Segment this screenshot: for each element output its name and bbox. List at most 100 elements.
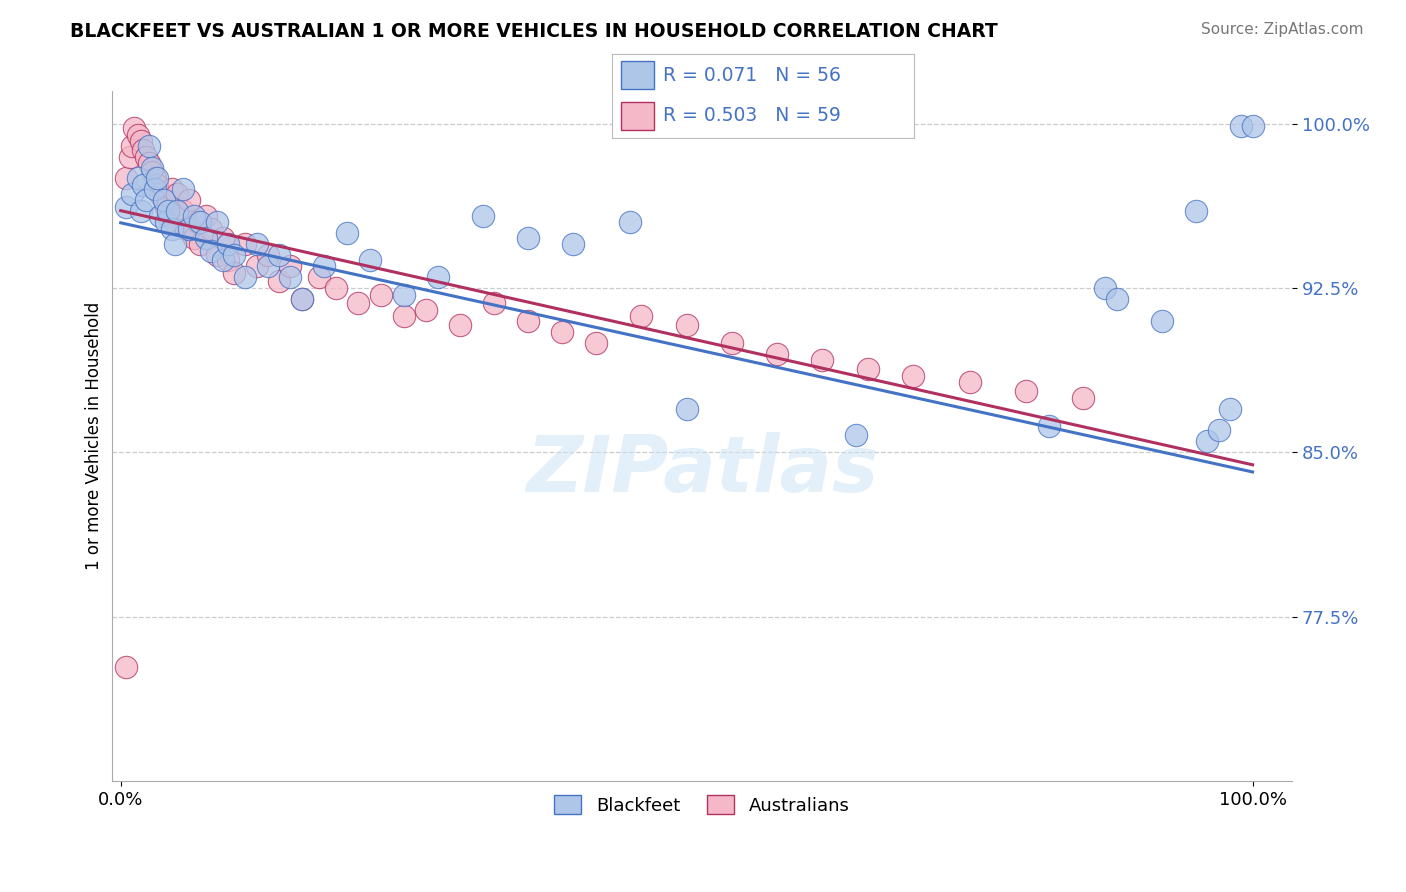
Point <box>359 252 381 267</box>
Point <box>122 121 145 136</box>
Point <box>188 237 211 252</box>
Point <box>138 138 160 153</box>
Point <box>471 209 494 223</box>
Point <box>217 237 239 252</box>
Point <box>280 259 302 273</box>
Point <box>1094 281 1116 295</box>
Bar <box>620 62 654 89</box>
Point <box>200 222 222 236</box>
Point <box>127 128 149 142</box>
Bar <box>620 102 654 130</box>
Point <box>166 186 188 201</box>
Point <box>269 248 291 262</box>
Point <box>630 310 652 324</box>
Point <box>562 237 585 252</box>
Point <box>1230 119 1253 133</box>
Point <box>280 270 302 285</box>
Point <box>222 266 245 280</box>
Point <box>517 314 540 328</box>
Point <box>115 200 138 214</box>
Point <box>1241 119 1264 133</box>
Text: BLACKFEET VS AUSTRALIAN 1 OR MORE VEHICLES IN HOUSEHOLD CORRELATION CHART: BLACKFEET VS AUSTRALIAN 1 OR MORE VEHICL… <box>70 22 998 41</box>
Point <box>135 150 157 164</box>
Point <box>132 178 155 192</box>
Point <box>152 194 174 208</box>
Point <box>392 310 415 324</box>
Point <box>233 270 256 285</box>
Point <box>1219 401 1241 416</box>
Point <box>187 215 209 229</box>
Point <box>132 143 155 157</box>
Point <box>183 209 205 223</box>
Point <box>308 270 330 285</box>
Point <box>149 209 172 223</box>
Legend: Blackfeet, Australians: Blackfeet, Australians <box>546 787 859 823</box>
Point <box>157 209 180 223</box>
Text: ZIPatlas: ZIPatlas <box>526 433 877 508</box>
Point <box>585 335 607 350</box>
Point <box>291 292 314 306</box>
Point <box>143 171 166 186</box>
Point <box>188 215 211 229</box>
Point <box>183 230 205 244</box>
Point <box>205 215 228 229</box>
Point <box>205 248 228 262</box>
Point <box>901 368 924 383</box>
Point <box>129 134 152 148</box>
Text: R = 0.503   N = 59: R = 0.503 N = 59 <box>664 106 841 125</box>
Point <box>256 248 278 262</box>
Point <box>135 194 157 208</box>
Text: R = 0.071   N = 56: R = 0.071 N = 56 <box>664 66 841 85</box>
Point <box>1105 292 1128 306</box>
Point <box>675 401 697 416</box>
Point <box>856 362 879 376</box>
Point <box>517 230 540 244</box>
Point <box>314 259 336 273</box>
Point <box>172 204 194 219</box>
Point <box>1150 314 1173 328</box>
Point <box>619 215 641 229</box>
Point <box>959 376 981 390</box>
Point <box>484 296 506 310</box>
Point <box>160 182 183 196</box>
Point <box>449 318 471 333</box>
Point <box>138 156 160 170</box>
Point <box>177 222 200 236</box>
Point <box>347 296 370 310</box>
Point <box>127 171 149 186</box>
Point <box>245 237 267 252</box>
Point <box>172 182 194 196</box>
Point <box>325 281 347 295</box>
Point <box>176 222 198 236</box>
Point <box>222 248 245 262</box>
Point <box>426 270 449 285</box>
Point <box>1185 204 1208 219</box>
Point <box>177 194 200 208</box>
Point <box>211 230 233 244</box>
Point <box>163 237 186 252</box>
Point <box>194 230 217 244</box>
Text: Source: ZipAtlas.com: Source: ZipAtlas.com <box>1201 22 1364 37</box>
Point <box>1038 419 1060 434</box>
Point <box>1208 424 1230 438</box>
Point <box>1071 391 1094 405</box>
Point <box>392 287 415 301</box>
Point <box>1197 434 1219 449</box>
Point <box>155 200 177 214</box>
Point <box>269 275 291 289</box>
Point <box>194 209 217 223</box>
Point <box>129 204 152 219</box>
Point <box>233 237 256 252</box>
Point <box>143 182 166 196</box>
Point <box>256 259 278 273</box>
Point <box>146 171 169 186</box>
Point <box>141 165 163 179</box>
Point <box>370 287 392 301</box>
Point <box>157 204 180 219</box>
Point <box>415 302 437 317</box>
Point <box>811 353 834 368</box>
Point <box>115 660 138 674</box>
Point <box>141 161 163 175</box>
Point <box>291 292 314 306</box>
Point <box>766 347 789 361</box>
